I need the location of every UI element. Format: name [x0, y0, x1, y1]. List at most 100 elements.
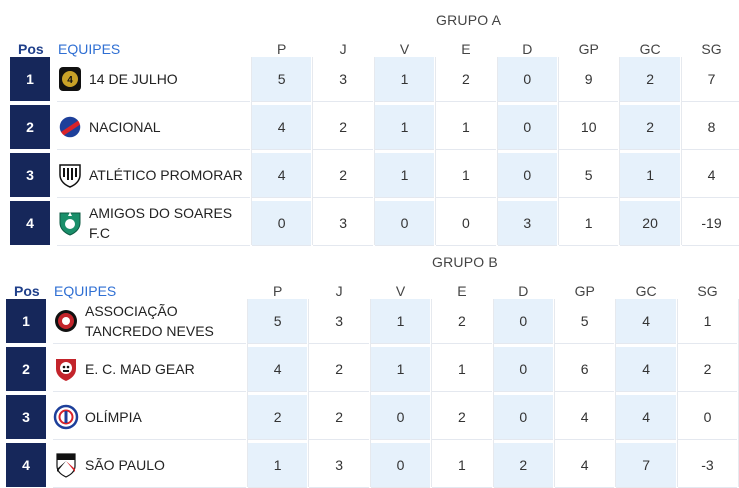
team-cell[interactable]: OLÍMPIA [53, 395, 246, 440]
crest-amigos-do-soares-icon [57, 210, 83, 236]
stat-gc: 4 [616, 299, 676, 344]
team-cell[interactable]: 4 14 DE JULHO [57, 57, 250, 102]
stat-gc: 2 [620, 105, 680, 150]
svg-text:4: 4 [67, 75, 73, 86]
position-badge: 2 [10, 105, 50, 149]
header-equipes: EQUIPES [58, 41, 121, 57]
header-col-v: V [395, 283, 406, 299]
header-col-gp: GP [578, 41, 599, 57]
stat-j: 2 [313, 105, 373, 150]
stat-sg: 7 [681, 57, 739, 102]
team-name: ATLÉTICO PROMORAR [89, 167, 243, 183]
group-title: GRUPO B [432, 254, 498, 270]
stat-e: 1 [436, 105, 496, 150]
stat-d: 3 [497, 201, 557, 246]
header-col-sg: SG [701, 41, 722, 57]
team-cell[interactable]: NACIONAL [57, 105, 250, 150]
table-header: Pos EQUIPES P J V E D GP GC SG [0, 277, 739, 303]
stat-sg: -19 [681, 201, 739, 246]
crest-olimpia-icon [53, 404, 79, 430]
stat-e: 2 [432, 299, 492, 344]
stat-p: 4 [248, 347, 308, 392]
header-col-gp: GP [574, 283, 595, 299]
team-name: 14 DE JULHO [89, 71, 178, 87]
position-badge: 1 [6, 299, 46, 343]
group-title: GRUPO A [436, 12, 502, 28]
stat-sg: 2 [677, 347, 738, 392]
stat-d: 0 [497, 57, 557, 102]
team-cell[interactable]: SÃO PAULO [53, 443, 246, 488]
stat-j: 3 [313, 201, 373, 246]
stat-gp: 5 [555, 299, 615, 344]
stat-j: 2 [309, 347, 369, 392]
team-cell[interactable]: ATLÉTICO PROMORAR [57, 153, 250, 198]
stat-sg: 4 [681, 153, 739, 198]
table-row[interactable]: 3 ATLÉTICO PROMORAR 4 2 1 1 0 5 1 4 [0, 153, 739, 198]
header-pos: Pos [14, 283, 40, 299]
stat-v: 1 [374, 57, 435, 102]
team-name: SÃO PAULO [85, 457, 165, 473]
stat-e: 1 [436, 153, 496, 198]
table-row[interactable]: 2 NACIONAL 4 2 1 1 0 10 2 8 [0, 105, 739, 150]
header-col-d: D [518, 283, 529, 299]
stat-j: 3 [309, 443, 369, 488]
table-row[interactable]: 1 ASSOCIAÇÃO TANCREDO NEVES 5 3 1 2 0 5 4 1 [0, 299, 739, 344]
header-col-d: D [522, 41, 533, 57]
stat-j: 2 [309, 395, 369, 440]
stat-sg: 1 [677, 299, 738, 344]
table-header: Pos EQUIPES P J V E D GP GC SG [0, 35, 739, 61]
stat-v: 0 [370, 395, 431, 440]
stat-gc: 2 [620, 57, 680, 102]
table-row[interactable]: 4 AMIGOS DO SOARES F.C 0 3 0 0 3 1 20 -19 [0, 201, 739, 246]
stat-e: 1 [432, 443, 492, 488]
team-cell[interactable]: ASSOCIAÇÃO TANCREDO NEVES [53, 299, 246, 344]
position-badge: 1 [10, 57, 50, 101]
header-col-gc: GC [635, 283, 657, 299]
stat-sg: 8 [681, 105, 739, 150]
position-badge: 3 [10, 153, 50, 197]
stat-v: 1 [370, 347, 431, 392]
stat-v: 1 [374, 105, 435, 150]
header-pos: Pos [18, 41, 44, 57]
crest-atletico-promorar-icon [57, 162, 83, 188]
header-col-sg: SG [697, 283, 718, 299]
stat-v: 1 [374, 153, 435, 198]
stat-d: 0 [497, 105, 557, 150]
crest-sao-paulo-icon [53, 452, 79, 478]
stat-p: 5 [248, 299, 308, 344]
team-cell[interactable]: E. C. MAD GEAR [53, 347, 246, 392]
position-badge: 2 [6, 347, 46, 391]
column-divider [312, 57, 314, 245]
table-row[interactable]: 3 OLÍMPIA 2 2 0 2 0 4 4 0 [0, 395, 739, 440]
stat-j: 3 [313, 57, 373, 102]
crest-nacional-icon [57, 114, 83, 140]
team-name: ASSOCIAÇÃO TANCREDO NEVES [85, 303, 214, 339]
column-divider [558, 57, 559, 245]
stat-v: 1 [370, 299, 431, 344]
header-col-j: J [339, 41, 347, 57]
stat-gp: 5 [559, 153, 619, 198]
column-divider [680, 57, 682, 245]
table-row[interactable]: 2 E. C. MAD GEAR 4 2 1 1 0 6 4 2 [0, 347, 739, 392]
stat-d: 0 [497, 153, 557, 198]
position-badge: 3 [6, 395, 46, 439]
stat-sg: 0 [677, 395, 738, 440]
stat-gc: 1 [620, 153, 680, 198]
column-divider [676, 299, 678, 487]
header-col-e: E [457, 283, 467, 299]
stat-p: 2 [248, 395, 308, 440]
stat-gp: 10 [559, 105, 619, 150]
team-name: NACIONAL [89, 119, 161, 135]
stat-p: 0 [252, 201, 312, 246]
column-divider [435, 57, 437, 245]
stat-gp: 6 [555, 347, 615, 392]
position-badge: 4 [10, 201, 50, 245]
team-name: OLÍMPIA [85, 409, 142, 425]
column-divider [496, 57, 498, 245]
stat-e: 2 [432, 395, 492, 440]
team-name: AMIGOS DO SOARES F.C [89, 205, 233, 241]
stat-d: 0 [493, 395, 553, 440]
header-col-v: V [399, 41, 410, 57]
team-cell[interactable]: AMIGOS DO SOARES F.C [57, 201, 250, 246]
table-row[interactable]: 1 4 14 DE JULHO 5 3 1 2 0 9 2 7 [0, 57, 739, 102]
